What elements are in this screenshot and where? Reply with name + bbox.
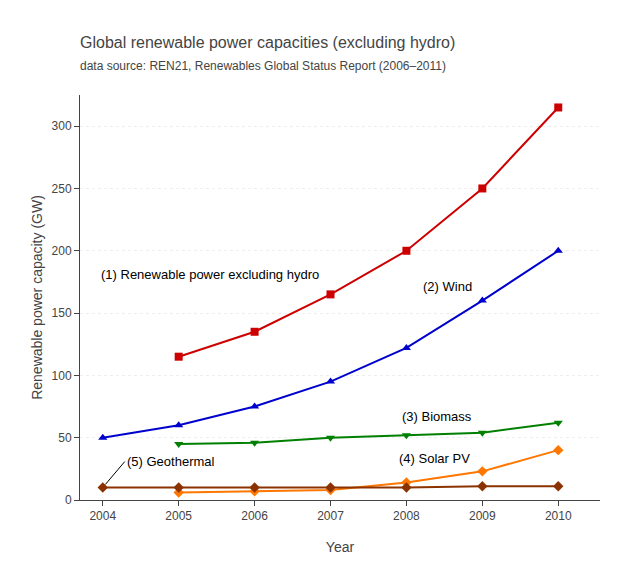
svg-text:(2) Wind: (2) Wind xyxy=(423,279,472,294)
svg-text:(1) Renewable power excluding: (1) Renewable power excluding hydro xyxy=(101,267,319,282)
svg-text:2010: 2010 xyxy=(545,509,572,523)
svg-text:data source: REN21, Renewables: data source: REN21, Renewables Global St… xyxy=(80,59,446,73)
svg-text:2009: 2009 xyxy=(469,509,496,523)
svg-text:(5) Geothermal: (5) Geothermal xyxy=(127,454,215,469)
svg-text:2008: 2008 xyxy=(393,509,420,523)
svg-text:Global renewable power capacit: Global renewable power capacities (exclu… xyxy=(80,34,455,51)
svg-text:300: 300 xyxy=(52,119,72,133)
svg-text:0: 0 xyxy=(65,493,72,507)
svg-text:Renewable power capacity (GW): Renewable power capacity (GW) xyxy=(29,195,45,400)
svg-text:250: 250 xyxy=(52,182,72,196)
svg-text:Year: Year xyxy=(326,539,355,555)
svg-text:50: 50 xyxy=(58,431,72,445)
svg-text:2004: 2004 xyxy=(89,509,116,523)
svg-text:200: 200 xyxy=(52,244,72,258)
svg-text:2005: 2005 xyxy=(165,509,192,523)
svg-text:2006: 2006 xyxy=(241,509,268,523)
svg-text:(3) Biomass: (3) Biomass xyxy=(402,409,472,424)
svg-text:150: 150 xyxy=(52,306,72,320)
svg-text:100: 100 xyxy=(52,369,72,383)
svg-text:2007: 2007 xyxy=(317,509,344,523)
svg-text:(4) Solar PV: (4) Solar PV xyxy=(399,451,470,466)
